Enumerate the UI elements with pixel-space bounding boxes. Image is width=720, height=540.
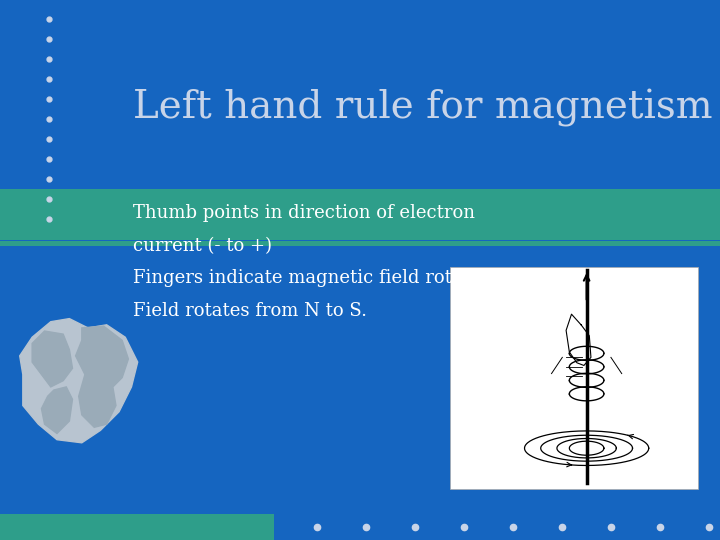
Text: Fingers indicate magnetic field rotation.: Fingers indicate magnetic field rotation… (133, 269, 504, 287)
Text: Left hand rule for magnetism: Left hand rule for magnetism (133, 89, 713, 127)
FancyBboxPatch shape (0, 241, 720, 246)
FancyBboxPatch shape (0, 514, 274, 540)
Polygon shape (76, 326, 128, 427)
Polygon shape (32, 331, 73, 387)
Text: current (- to +): current (- to +) (133, 237, 272, 255)
Text: Thumb points in direction of electron: Thumb points in direction of electron (133, 204, 475, 222)
Polygon shape (42, 387, 73, 434)
FancyBboxPatch shape (0, 189, 720, 240)
FancyBboxPatch shape (450, 267, 698, 489)
Text: Field rotates from N to S.: Field rotates from N to S. (133, 301, 367, 320)
Polygon shape (19, 319, 138, 443)
